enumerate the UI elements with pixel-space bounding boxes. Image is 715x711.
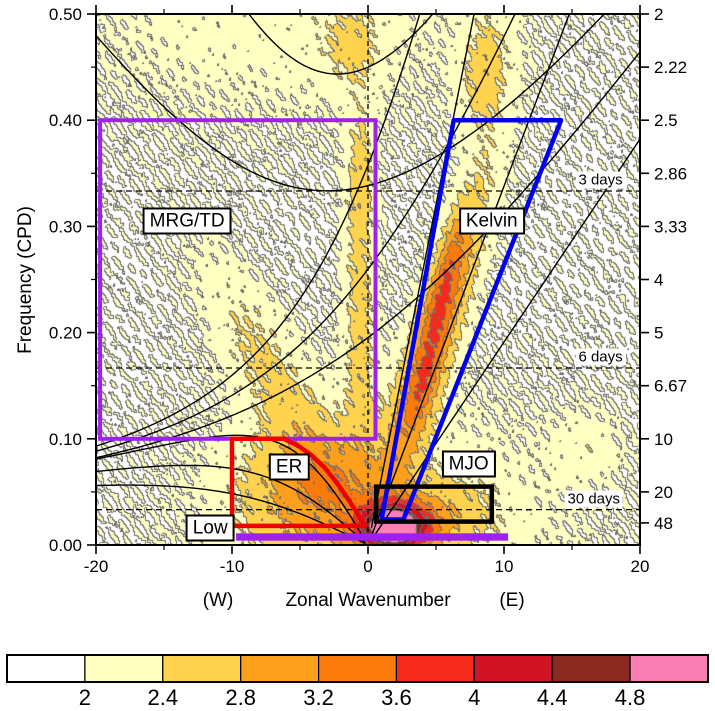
right-tick-label: 3.33 (654, 217, 687, 236)
right-tick-label: 2.22 (654, 58, 687, 77)
period-label-3-days: 3 days (575, 171, 626, 189)
colorbar-cell (240, 654, 320, 683)
dispersion-curve-kelvin-h8 (370, 138, 640, 541)
colorbar-frame (6, 654, 709, 683)
y-tick-label: 0.40 (49, 111, 82, 130)
right-tick-label: 4 (654, 271, 663, 290)
dispersion-curve-eig-h25 (248, 14, 434, 75)
region-outline-er (229, 436, 367, 529)
colorbar-cell (629, 654, 709, 683)
region-outline-mjo (373, 484, 495, 524)
region-label-low: Low (185, 514, 235, 542)
x-axis-west-label: (W) (202, 590, 234, 611)
colorbar-cell (6, 654, 86, 683)
colorbar-tick-label: 2 (79, 685, 91, 710)
colorbar-tick-label: 3.6 (381, 685, 412, 710)
x-tick-label: 0 (363, 557, 372, 576)
colorbar-cell (318, 654, 398, 683)
region-label-mrg-td: MRG/TD (142, 207, 232, 235)
colorbar-tick-label: 4.8 (615, 685, 646, 710)
y-tick-label: 0.30 (49, 217, 82, 236)
colorbar-cell (162, 654, 242, 683)
axes-layer: -20 -10 0 10 20 0.00 0.10 0.20 0.30 0.40 0.50 2 2.22… (49, 5, 687, 576)
x-tick-label: 10 (495, 557, 514, 576)
dispersion-curve-eig-h8 (96, 14, 606, 192)
right-tick-label: 6.67 (654, 377, 687, 396)
y-tick-label: 0.00 (49, 536, 82, 555)
region-label-er: ER (268, 453, 310, 481)
right-tick-label: 48 (654, 514, 673, 533)
colorbar-cell (473, 654, 553, 683)
colorbar-tick-label: 2.4 (148, 685, 179, 710)
x-axis-east-label: (E) (499, 590, 525, 611)
region-band-low (236, 533, 509, 541)
colorbar-tick-label: 2.8 (225, 685, 256, 710)
colorbar: 2 2.4 2.8 3.2 3.6 4 4.4 4.8 (6, 654, 709, 710)
colorbar-tick-label: 4 (468, 685, 480, 710)
period-label-6-days: 6 days (575, 348, 626, 366)
colorbar-cell (395, 654, 475, 683)
dispersion-curves-layer (96, 14, 640, 545)
x-tick-label: 20 (631, 557, 650, 576)
right-tick-label: 20 (654, 483, 673, 502)
right-tick-label: 5 (654, 324, 663, 343)
period-label-30-days: 30 days (564, 490, 624, 508)
reference-lines-layer (96, 14, 640, 545)
y-axis-title: Frequency (CPD) (15, 206, 36, 354)
dispersion-curve-mrg-h8 (96, 51, 640, 459)
wave-filter-regions-layer (98, 117, 564, 541)
colorbar-cell (84, 654, 164, 683)
region-label-mjo: MJO (441, 450, 496, 478)
x-tick-label: -20 (84, 557, 109, 576)
x-tick-label: -10 (220, 557, 245, 576)
colorbar-tick-label: 4.4 (537, 685, 568, 710)
dispersion-curve-er-h90 (96, 434, 366, 541)
y-tick-label: 0.10 (49, 430, 82, 449)
dispersion-curve-mrg-h25 (96, 14, 516, 452)
dispersion-curve-kelvin-h25 (370, 14, 571, 537)
region-label-kelvin: Kelvin (458, 207, 525, 235)
dispersion-curve-mrg-h90 (96, 14, 421, 447)
right-tick-label: 2.5 (654, 111, 678, 130)
colorbar-tick-label: 3.2 (303, 685, 334, 710)
x-axis-title: Zonal Wavenumber (285, 590, 451, 611)
dispersion-curve-kelvin-h90 (370, 14, 475, 529)
y-tick-label: 0.50 (49, 5, 82, 24)
right-tick-label: 2.86 (654, 164, 687, 183)
colorbar-cell (551, 654, 631, 683)
right-tick-label: 10 (654, 430, 673, 449)
y-tick-label: 0.20 (49, 324, 82, 343)
right-tick-label: 2 (654, 5, 663, 24)
